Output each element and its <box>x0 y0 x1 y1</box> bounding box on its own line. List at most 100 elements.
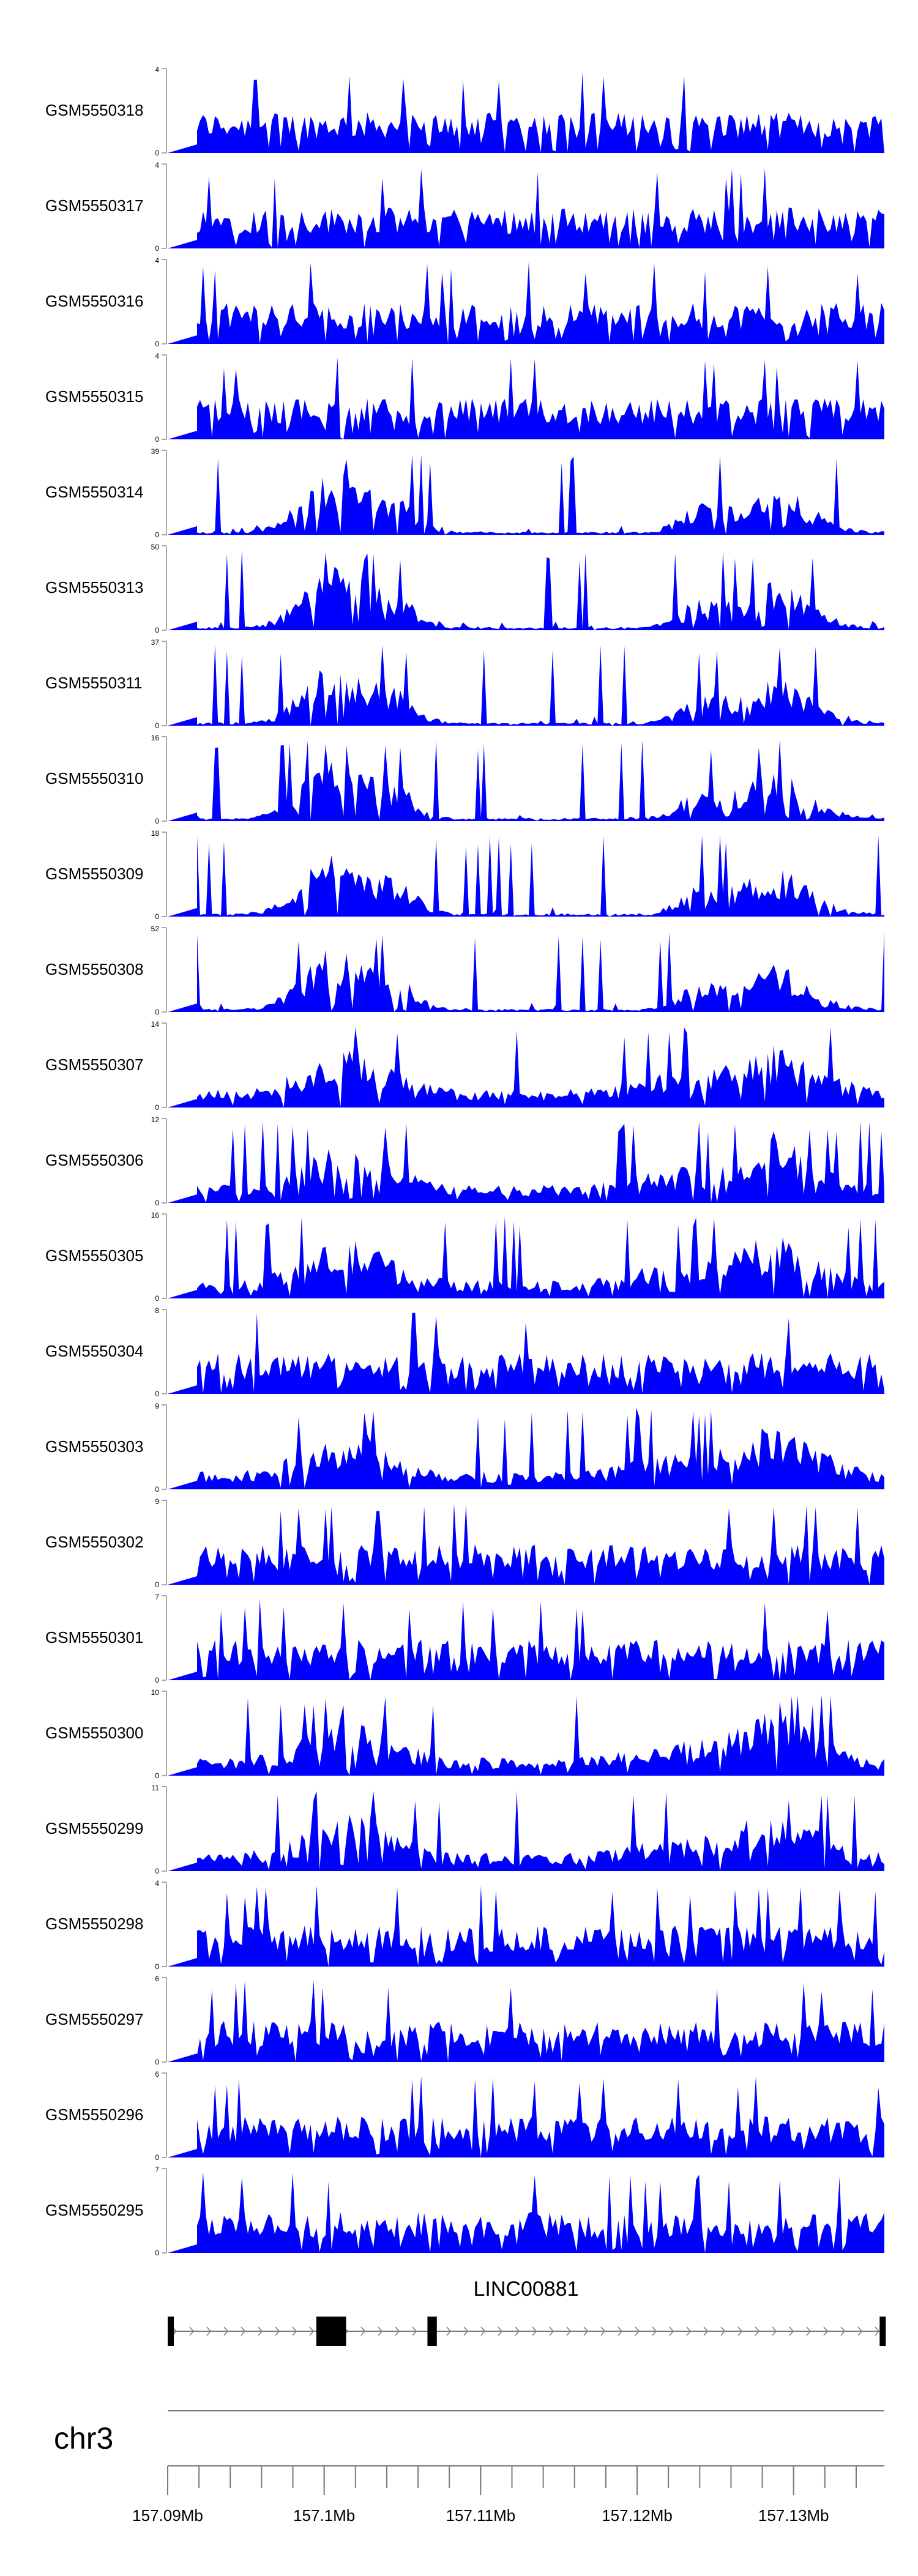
track-label: GSM5550302 <box>45 1533 143 1551</box>
strand-arrow <box>806 2326 811 2336</box>
y-min-label: 0 <box>155 1199 159 1207</box>
track-GSM5550314: GSM5550314 39 0 <box>45 447 884 539</box>
coverage-area <box>168 1790 884 1871</box>
track-label: GSM5550316 <box>45 292 143 310</box>
track-GSM5550298: GSM5550298 4 0 <box>45 1879 884 1971</box>
coverage-area <box>168 2076 884 2157</box>
y-max-label: 7 <box>155 2165 159 2174</box>
track-label: GSM5550299 <box>45 1819 143 1837</box>
chromosome-label: chr3 <box>54 2421 113 2455</box>
axis-tick-label: 157.11Mb <box>446 2506 515 2525</box>
y-min-label: 0 <box>155 1103 159 1112</box>
strand-arrow <box>360 2326 365 2336</box>
y-min-label: 0 <box>155 2058 159 2066</box>
y-min-label: 0 <box>155 1485 159 1494</box>
coverage-area <box>168 1312 884 1394</box>
strand-arrow <box>498 2326 502 2336</box>
y-max-label: 9 <box>155 1497 159 1506</box>
coverage-area <box>168 1599 884 1680</box>
y-min-label: 0 <box>155 340 159 348</box>
y-max-label: 6 <box>155 2070 159 2079</box>
strand-arrow <box>772 2326 777 2336</box>
track-label: GSM5550310 <box>45 769 143 787</box>
track-GSM5550295: GSM5550295 7 0 <box>45 2165 884 2257</box>
track-GSM5550305: GSM5550305 16 0 <box>45 1211 884 1303</box>
y-min-label: 0 <box>155 2249 159 2257</box>
track-label: GSM5550315 <box>45 387 143 406</box>
track-GSM5550315: GSM5550315 4 0 <box>45 352 884 444</box>
track-GSM5550310: GSM5550310 16 0 <box>45 734 884 825</box>
y-max-label: 12 <box>151 1115 160 1124</box>
coverage-area <box>168 1407 884 1489</box>
strand-arrow <box>412 2326 417 2336</box>
track-label: GSM5550311 <box>45 674 143 692</box>
strand-arrow <box>875 2326 879 2336</box>
y-max-label: 16 <box>151 1211 160 1219</box>
y-max-label: 16 <box>151 734 160 742</box>
coverage-area <box>168 1695 884 1776</box>
track-GSM5550316: GSM5550316 4 0 <box>45 256 884 348</box>
y-max-label: 4 <box>155 256 159 265</box>
strand-arrow <box>703 2326 708 2336</box>
y-min-label: 0 <box>155 626 159 635</box>
strand-arrow <box>600 2326 605 2336</box>
strand-arrow <box>857 2326 862 2336</box>
strand-arrow <box>515 2326 520 2336</box>
track-GSM5550300: GSM5550300 10 0 <box>45 1688 884 1780</box>
track-GSM5550307: GSM5550307 14 0 <box>45 1020 884 1112</box>
coverage-area <box>168 1216 884 1298</box>
genome-axis-track: chr3 157.09Mb 157.1Mb 157.11Mb 157.12Mb 157.… <box>54 2410 884 2525</box>
y-max-label: 18 <box>151 829 160 838</box>
strand-arrow <box>378 2326 382 2336</box>
coverage-area <box>168 1121 884 1203</box>
strand-arrow <box>686 2326 691 2336</box>
track-label: GSM5550297 <box>45 2010 143 2028</box>
track-GSM5550318: GSM5550318 4 0 <box>45 65 884 157</box>
strand-arrow <box>549 2326 554 2336</box>
track-GSM5550302: GSM5550302 9 0 <box>45 1497 884 1589</box>
y-min-label: 0 <box>155 912 159 921</box>
exon <box>316 2317 346 2346</box>
track-label: GSM5550305 <box>45 1246 143 1265</box>
strand-arrow <box>223 2326 228 2336</box>
coverage-area <box>168 644 884 726</box>
strand-arrow <box>840 2326 845 2336</box>
strand-arrow <box>566 2326 571 2336</box>
strand-arrow <box>789 2326 794 2336</box>
coverage-tracks: GSM555031840GSM555031740GSM555031640GSM5… <box>45 65 884 2257</box>
gene-name-label: LINC00881 <box>473 2277 578 2301</box>
y-max-label: 7 <box>155 1593 159 1601</box>
strand-arrow <box>480 2326 485 2336</box>
y-min-label: 0 <box>155 721 159 730</box>
strand-arrow <box>652 2326 657 2336</box>
y-min-label: 0 <box>155 1580 159 1589</box>
y-max-label: 37 <box>151 638 160 647</box>
strand-arrow <box>309 2326 314 2336</box>
track-label: GSM5550309 <box>45 865 143 883</box>
gene-model-track: LINC00881 <box>168 2277 886 2346</box>
strand-arrow <box>720 2326 725 2336</box>
coverage-area <box>168 455 884 535</box>
y-max-label: 4 <box>155 1879 159 1888</box>
y-min-label: 0 <box>155 149 159 157</box>
track-label: GSM5550314 <box>45 483 143 501</box>
coverage-area <box>168 262 884 344</box>
coverage-area <box>168 930 884 1012</box>
y-min-label: 0 <box>155 1771 159 1780</box>
coverage-area <box>168 1503 884 1585</box>
strand-arrow <box>258 2326 263 2336</box>
y-max-label: 6 <box>155 1975 159 1983</box>
track-GSM5550309: GSM5550309 18 0 <box>45 829 884 921</box>
strand-arrow <box>446 2326 451 2336</box>
y-min-label: 0 <box>155 2153 159 2162</box>
coverage-area <box>168 739 884 821</box>
strand-arrow <box>395 2326 400 2336</box>
strand-arrow <box>618 2326 622 2336</box>
track-label: GSM5550318 <box>45 101 143 119</box>
y-min-label: 0 <box>155 1962 159 1971</box>
y-min-label: 0 <box>155 1867 159 1875</box>
axis-tick-label: 157.09Mb <box>132 2506 203 2525</box>
coverage-area <box>168 2172 884 2253</box>
strand-arrow <box>669 2326 674 2336</box>
